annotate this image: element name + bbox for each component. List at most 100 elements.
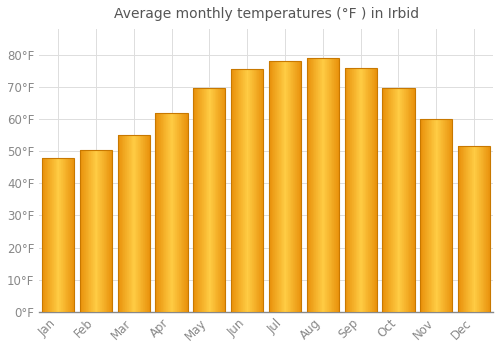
Bar <box>158 113 160 312</box>
Bar <box>481 146 482 312</box>
Bar <box>460 146 462 312</box>
Bar <box>129 135 130 312</box>
Bar <box>205 89 206 312</box>
Bar <box>173 113 174 312</box>
Bar <box>344 68 345 312</box>
Bar <box>184 113 185 312</box>
Bar <box>272 61 273 312</box>
Bar <box>146 135 147 312</box>
Bar <box>458 146 490 312</box>
Bar <box>204 89 205 312</box>
Bar <box>338 58 339 312</box>
Bar <box>250 69 251 312</box>
Bar <box>122 135 123 312</box>
Bar <box>222 89 223 312</box>
Bar <box>96 149 97 312</box>
Bar <box>292 61 294 312</box>
Bar <box>100 149 101 312</box>
Bar <box>487 146 488 312</box>
Bar <box>168 113 169 312</box>
Bar <box>73 158 74 312</box>
Bar <box>473 146 474 312</box>
Bar <box>383 89 384 312</box>
Bar <box>53 158 54 312</box>
Bar <box>269 61 301 312</box>
Bar <box>366 68 367 312</box>
Bar <box>181 113 182 312</box>
Bar <box>55 158 56 312</box>
Bar <box>475 146 476 312</box>
Bar <box>430 119 431 312</box>
Bar <box>478 146 480 312</box>
Bar <box>119 135 120 312</box>
Bar <box>310 58 312 312</box>
Bar <box>131 135 132 312</box>
Bar <box>346 68 347 312</box>
Bar <box>316 58 317 312</box>
Bar <box>469 146 470 312</box>
Bar <box>118 135 119 312</box>
Bar <box>466 146 467 312</box>
Bar <box>219 89 220 312</box>
Bar <box>157 113 158 312</box>
Bar <box>376 68 377 312</box>
Bar <box>92 149 94 312</box>
Bar <box>354 68 355 312</box>
Bar <box>391 89 392 312</box>
Bar <box>300 61 301 312</box>
Bar <box>331 58 332 312</box>
Bar <box>462 146 463 312</box>
Bar <box>99 149 100 312</box>
Bar <box>139 135 140 312</box>
Bar <box>169 113 170 312</box>
Bar <box>133 135 134 312</box>
Bar <box>450 119 451 312</box>
Bar <box>210 89 212 312</box>
Bar <box>141 135 142 312</box>
Bar <box>276 61 278 312</box>
Bar <box>274 61 276 312</box>
Bar <box>370 68 371 312</box>
Bar <box>269 61 270 312</box>
Bar <box>52 158 53 312</box>
Bar <box>255 69 256 312</box>
Bar <box>67 158 68 312</box>
Bar <box>348 68 349 312</box>
Bar <box>137 135 138 312</box>
Bar <box>432 119 433 312</box>
Bar <box>174 113 175 312</box>
Bar <box>86 149 87 312</box>
Bar <box>256 69 257 312</box>
Bar <box>160 113 162 312</box>
Bar <box>483 146 484 312</box>
Bar <box>206 89 207 312</box>
Bar <box>163 113 164 312</box>
Bar <box>443 119 444 312</box>
Bar <box>397 89 398 312</box>
Bar <box>390 89 391 312</box>
Bar <box>239 69 240 312</box>
Bar <box>446 119 448 312</box>
Bar <box>307 58 339 312</box>
Bar <box>144 135 146 312</box>
Bar <box>424 119 426 312</box>
Bar <box>364 68 365 312</box>
Bar <box>434 119 435 312</box>
Bar <box>91 149 92 312</box>
Bar <box>80 149 81 312</box>
Bar <box>202 89 203 312</box>
Bar <box>282 61 283 312</box>
Bar <box>235 69 236 312</box>
Bar <box>118 135 150 312</box>
Bar <box>399 89 400 312</box>
Bar <box>66 158 67 312</box>
Bar <box>321 58 322 312</box>
Bar <box>362 68 363 312</box>
Bar <box>382 89 383 312</box>
Bar <box>403 89 404 312</box>
Bar <box>298 61 299 312</box>
Bar <box>319 58 320 312</box>
Bar <box>171 113 172 312</box>
Bar <box>474 146 475 312</box>
Bar <box>482 146 483 312</box>
